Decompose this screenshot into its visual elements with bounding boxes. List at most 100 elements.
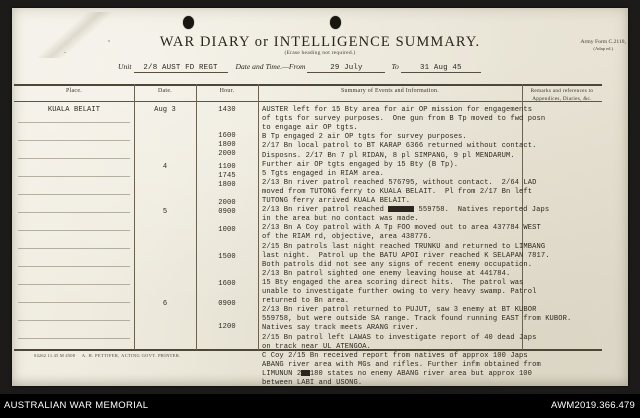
summary-line: 2/13 Bn patrol sighted one enemy leaving… — [262, 269, 511, 278]
summary-line: 2/13 Bn A Coy patrol with A Tp FOO moved… — [262, 224, 541, 233]
paper-speck — [64, 52, 66, 53]
summary-line: in the area but no contact was made. — [262, 215, 419, 224]
date-from-value[interactable]: 29 July — [307, 64, 386, 73]
column-header-place: Place. — [65, 88, 83, 94]
summary-line: 2/17 Bn local patrol to BT KARAP 6366 re… — [262, 142, 537, 151]
date-to-value[interactable]: 31 Aug 45 — [400, 64, 481, 73]
hour-cell: 0900 — [218, 300, 236, 308]
document-page — [12, 8, 628, 386]
summary-line: 2/13 Bn river patrol returned to PUJUT, … — [262, 306, 537, 315]
title-war-diary: WAR DIARY — [159, 34, 251, 50]
hour-cell: 2000 — [218, 199, 236, 207]
redacted-text: ██████ — [388, 206, 415, 213]
ruled-guide-line — [18, 320, 130, 321]
summary-line: moved from TUTONG ferry to KUALA BELAIT.… — [262, 187, 533, 196]
summary-line: 2/15 Bn patrols last night reached TRUNK… — [262, 242, 546, 251]
table-header-rule — [14, 101, 602, 102]
ruled-guide-line — [18, 230, 130, 231]
summary-line: 2/13 Bn river patrol reached ██████ 5597… — [262, 206, 550, 215]
summary-line: of the RIAM rd, objective, area 438776. — [262, 233, 432, 242]
summary-line: 15 Bty engaged the area scoring direct h… — [262, 278, 524, 287]
summary-line: 5 Tgts engaged in RIAM area. — [262, 169, 384, 178]
summary-line: ABANG river area with MGs and rifles. Fu… — [262, 360, 541, 369]
column-header-remarks-line1: Remarks and references to — [530, 88, 594, 94]
place-value: KUALA BELAIT — [47, 106, 101, 114]
summary-line: C Coy 2/15 Bn received report from nativ… — [262, 351, 528, 360]
hour-cell: 1500 — [218, 253, 236, 261]
datetime-label: Date and Time.—From — [235, 62, 306, 71]
army-form-number: Army Form C.2118, — [580, 39, 626, 45]
summary-line: AUSTER left for 15 Bty area for air OP m… — [262, 106, 533, 114]
summary-line: TUTONG ferry arrived KUALA BELAIT. — [262, 197, 411, 205]
hour-cell: 1800 — [218, 141, 236, 149]
date-cell: 5 — [162, 208, 168, 216]
ruled-guide-line — [18, 194, 130, 195]
army-form-label: Army Form C.2118, (Adap ed.) — [581, 38, 626, 53]
summary-line: returned to Bn area. — [262, 297, 350, 306]
paper-speck — [108, 40, 110, 42]
summary-line: to engage air OP tgts. — [262, 124, 358, 133]
summary-line: last night. Patrol up the BATU APOI rive… — [262, 251, 550, 260]
erase-heading-note: (Erase heading not required.) — [284, 50, 356, 56]
punch-hole-icon — [183, 16, 194, 29]
punch-hole-icon — [330, 16, 341, 29]
summary-line: 559758, but were outside SA range. Track… — [262, 315, 572, 324]
hour-cell: 2000 — [218, 150, 236, 158]
hour-cell: 1800 — [218, 181, 236, 189]
institution-label: AUSTRALIAN WAR MEMORIAL — [4, 400, 149, 411]
col-divider-date — [196, 84, 197, 350]
ruled-guide-line — [18, 122, 130, 123]
ruled-guide-line — [18, 158, 130, 159]
date-cell: 4 — [162, 163, 168, 171]
summary-line: of tgts for survey purposes. One gun fro… — [262, 115, 546, 124]
column-header-remarks-line2: Appendices, Diaries, &c. — [532, 96, 592, 103]
summary-line: Both patrols did not see any signs of re… — [262, 260, 533, 269]
col-divider-hour — [258, 84, 259, 350]
caption-bar: AUSTRALIAN WAR MEMORIAL AWM2019.366.479 — [0, 394, 640, 418]
ruled-guide-line — [18, 248, 130, 249]
summary-line: 2/15 Bn patrol left LAWAS to investigate… — [262, 333, 537, 342]
title-conjunction: or — [254, 34, 270, 50]
imprint-printer-name: A. H. PETTIFER, — [81, 353, 120, 358]
col-divider-summary — [522, 84, 523, 350]
hour-cell: 1745 — [218, 172, 236, 180]
unit-date-field-row: Unit 2/8 AUST FD REGT Date and Time.—Fro… — [118, 62, 538, 76]
title-intelligence-summary: INTELLIGENCE SUMMARY. — [273, 34, 481, 50]
hour-cell: 0900 — [218, 208, 236, 216]
ruled-guide-line — [18, 176, 130, 177]
ruled-guide-line — [18, 212, 130, 213]
hour-cell: 1600 — [218, 132, 236, 140]
hour-cell: 1000 — [218, 226, 236, 234]
date-to-label: To — [391, 62, 399, 71]
page-title: WAR DIARY or INTELLIGENCE SUMMARY. — [0, 34, 640, 51]
summary-line: Natives say track meets ARANG river. — [262, 324, 419, 333]
ruled-guide-line — [18, 140, 130, 141]
table-bottom-rule — [14, 349, 602, 351]
unit-value[interactable]: 2/8 AUST FD REGT — [133, 64, 228, 73]
ruled-guide-line — [18, 302, 130, 303]
column-header-date: Date. — [157, 88, 173, 94]
column-header-remarks: Remarks and references to Appendices, Di… — [522, 87, 602, 103]
summary-line: Further air OP tgts engaged by 15 Bty (B… — [262, 160, 459, 169]
column-header-summary: Summary of Events and Information. — [340, 88, 440, 94]
imprint-code: 04262 11.45 M 4508 — [34, 353, 76, 358]
summary-line: unable to investigate further owing to v… — [262, 288, 537, 296]
war-diary-table: Place. Date. Hour. Summary of Events and… — [14, 84, 602, 387]
hour-cell: 1600 — [218, 280, 236, 288]
redacted-text: ██ — [301, 370, 310, 377]
summary-line: LIMUNUN 2██180 states no enemy ABANG riv… — [262, 369, 533, 378]
hour-cell: 1430 — [218, 106, 236, 114]
date-cell: 6 — [162, 300, 168, 308]
hour-cell: 1100 — [218, 163, 236, 171]
column-header-hour: Hour. — [219, 88, 235, 94]
hour-cell: 1200 — [218, 323, 236, 331]
summary-line: B Tp engaged 2 air OP tgts for survey pu… — [262, 133, 467, 142]
date-cell: Aug 3 — [154, 106, 176, 114]
summary-line: Disposns. 2/17 Bn 7 pl RIDAN, 8 pl SIMPA… — [262, 151, 515, 160]
printer-imprint: 04262 11.45 M 4508 A. H. PETTIFER, ACTIN… — [34, 353, 181, 358]
ruled-guide-line — [18, 266, 130, 267]
unit-label: Unit — [118, 62, 132, 71]
army-form-adapted: (Adap ed.) — [593, 46, 614, 52]
accession-number: AWM2019.366.479 — [551, 400, 635, 411]
